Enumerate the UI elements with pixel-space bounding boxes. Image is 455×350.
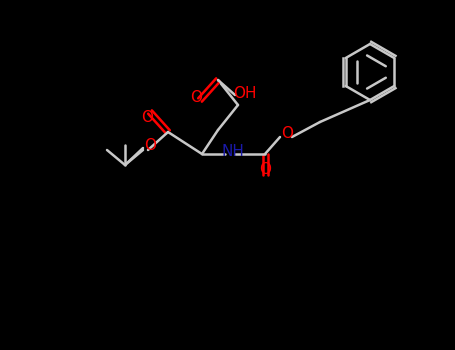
Text: O: O: [144, 138, 156, 153]
Text: O: O: [141, 111, 153, 126]
Text: OH: OH: [233, 85, 257, 100]
Text: O: O: [281, 126, 293, 141]
Text: NH: NH: [222, 145, 244, 160]
Text: O: O: [259, 162, 271, 177]
Text: O: O: [190, 90, 202, 105]
